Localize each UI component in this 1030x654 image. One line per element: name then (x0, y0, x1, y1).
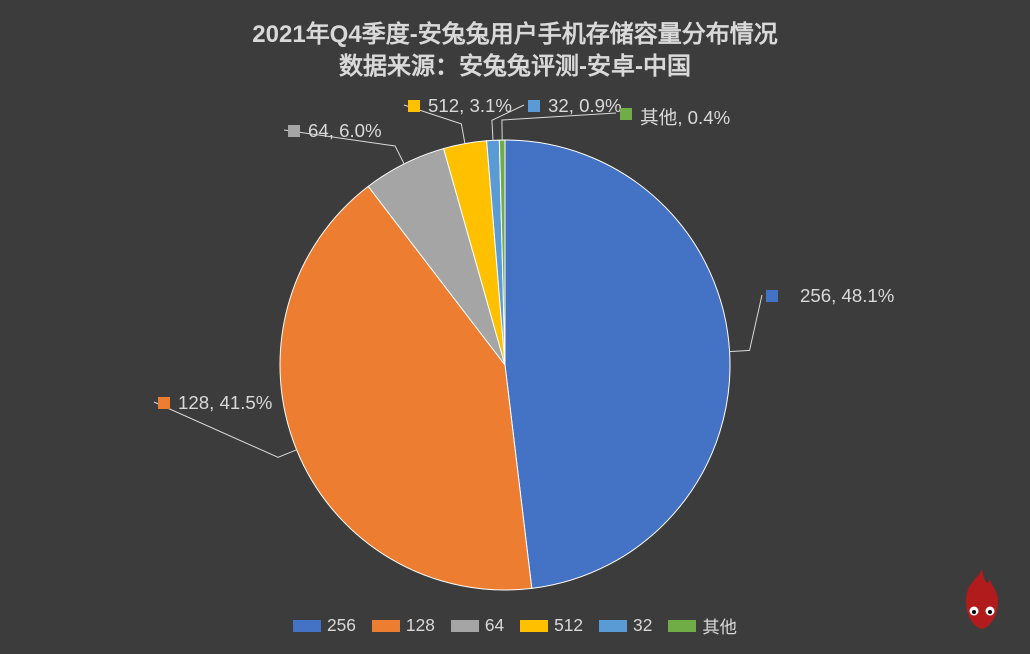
legend-swatch-icon (520, 620, 548, 632)
legend-label: 128 (406, 615, 435, 636)
legend-item: 其他 (668, 613, 737, 638)
pie-slice-256 (505, 140, 730, 588)
legend-label: 32 (633, 615, 652, 636)
legend-swatch-icon (451, 620, 479, 632)
slice-label-128: 128, 41.5% (178, 392, 272, 414)
legend-swatch-icon (293, 620, 321, 632)
legend-swatch-icon (668, 620, 696, 632)
legend-swatch-icon (372, 620, 400, 632)
legend-item: 32 (599, 615, 652, 636)
slice-label-512: 512, 3.1% (428, 95, 512, 117)
legend-item: 64 (451, 615, 504, 636)
legend-label: 512 (554, 615, 583, 636)
slice-label-64: 64, 6.0% (308, 120, 382, 142)
slice-swatch-icon (288, 125, 300, 137)
legend-item: 256 (293, 615, 356, 636)
legend-label: 256 (327, 615, 356, 636)
slice-label-其他: 其他, 0.4% (640, 103, 730, 130)
legend-label: 其他 (702, 613, 737, 638)
legend-item: 512 (520, 615, 583, 636)
slice-swatch-icon (766, 290, 778, 302)
legend: 256 128 64 512 32 其他 (293, 613, 737, 638)
slice-swatch-icon (620, 108, 632, 120)
slice-label-32: 32, 0.9% (548, 95, 622, 117)
chart-canvas: 2021年Q4季度-安兔兔用户手机存储容量分布情况数据来源：安兔兔评测-安卓-中… (0, 0, 1030, 654)
legend-item: 128 (372, 615, 435, 636)
leader-line (502, 113, 616, 140)
slice-swatch-icon (158, 397, 170, 409)
slice-swatch-icon (408, 100, 420, 112)
leader-line (730, 295, 762, 352)
legend-label: 64 (485, 615, 504, 636)
slice-swatch-icon (528, 100, 540, 112)
antutu-logo-icon (952, 567, 1012, 636)
legend-swatch-icon (599, 620, 627, 632)
pie-chart (0, 0, 1030, 654)
slice-label-256: 256, 48.1% (800, 285, 894, 307)
